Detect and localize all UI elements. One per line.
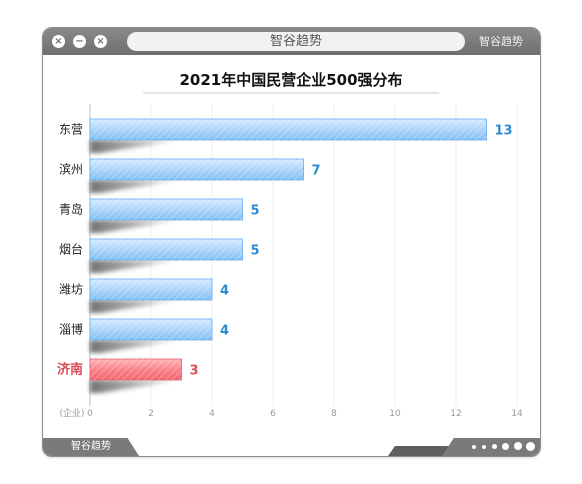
x-axis-ticks: 0 2 4 6 8 10 12 14: [87, 409, 523, 419]
page-dot[interactable]: [472, 445, 476, 449]
bar-texture: [90, 319, 212, 340]
brand-logo-bottom: 智谷趋势: [43, 438, 139, 456]
bar-shadow: [90, 380, 185, 393]
data-label: 5: [251, 204, 260, 219]
x-tick-label: 6: [270, 409, 276, 419]
x-tick-label: 0: [87, 409, 93, 419]
bar-shadow: [90, 300, 185, 313]
category-label: 滨州: [59, 162, 83, 177]
bar-shadow: [90, 340, 185, 353]
category-label: 济南: [57, 362, 83, 378]
x-tick-label: 8: [331, 409, 337, 419]
page-dot[interactable]: [482, 445, 486, 449]
data-label: 3: [190, 364, 199, 379]
category-label: 潍坊: [59, 282, 83, 297]
bar-texture: [90, 279, 212, 300]
bar-shadow: [90, 220, 185, 233]
bar-shadow: [90, 140, 185, 153]
maximize-icon[interactable]: ×: [94, 35, 107, 48]
page-dot[interactable]: [492, 444, 497, 449]
address-bar[interactable]: 智谷趋势: [127, 32, 465, 51]
page-dot[interactable]: [502, 443, 509, 450]
page-dot[interactable]: [514, 442, 522, 450]
data-label: 4: [220, 324, 229, 339]
footer-tab: [388, 446, 458, 456]
pagination-dots: [442, 438, 540, 456]
data-label: 4: [220, 284, 229, 299]
page-dot[interactable]: [526, 442, 535, 451]
x-tick-label: 2: [148, 409, 154, 419]
data-label: 5: [251, 244, 260, 259]
bar-shadow: [90, 180, 185, 193]
minimize-icon[interactable]: −: [73, 35, 86, 48]
bars: 东营 13 滨州 7 青岛 5 烟台 5 潍坊 4 淄博 4 济南 3: [57, 118, 513, 393]
category-label: 淄博: [59, 322, 83, 337]
bar-texture: [90, 119, 487, 140]
brand-logo-top: 智谷趋势: [479, 35, 523, 48]
x-tick-label: 4: [209, 409, 215, 419]
chart-title: 2021年中国民营企业500强分布: [179, 71, 402, 89]
x-tick-label: 10: [389, 409, 401, 419]
category-label: 青岛: [59, 202, 83, 217]
data-label: 7: [312, 164, 321, 179]
bar-shadow: [90, 260, 185, 273]
close-icon[interactable]: ×: [52, 35, 65, 48]
bar-texture: [90, 239, 243, 260]
x-tick-label: 14: [511, 409, 523, 419]
bar-texture: [90, 159, 304, 180]
bar-texture: [90, 199, 243, 220]
bar-texture: [90, 359, 182, 380]
category-label: 东营: [59, 123, 83, 137]
category-label: 烟台: [59, 242, 83, 257]
x-tick-label: 12: [450, 409, 461, 419]
x-axis-label: (企业): [59, 407, 84, 419]
title-bar: × − × 智谷趋势 智谷趋势: [43, 28, 540, 55]
data-label: 13: [495, 124, 513, 139]
